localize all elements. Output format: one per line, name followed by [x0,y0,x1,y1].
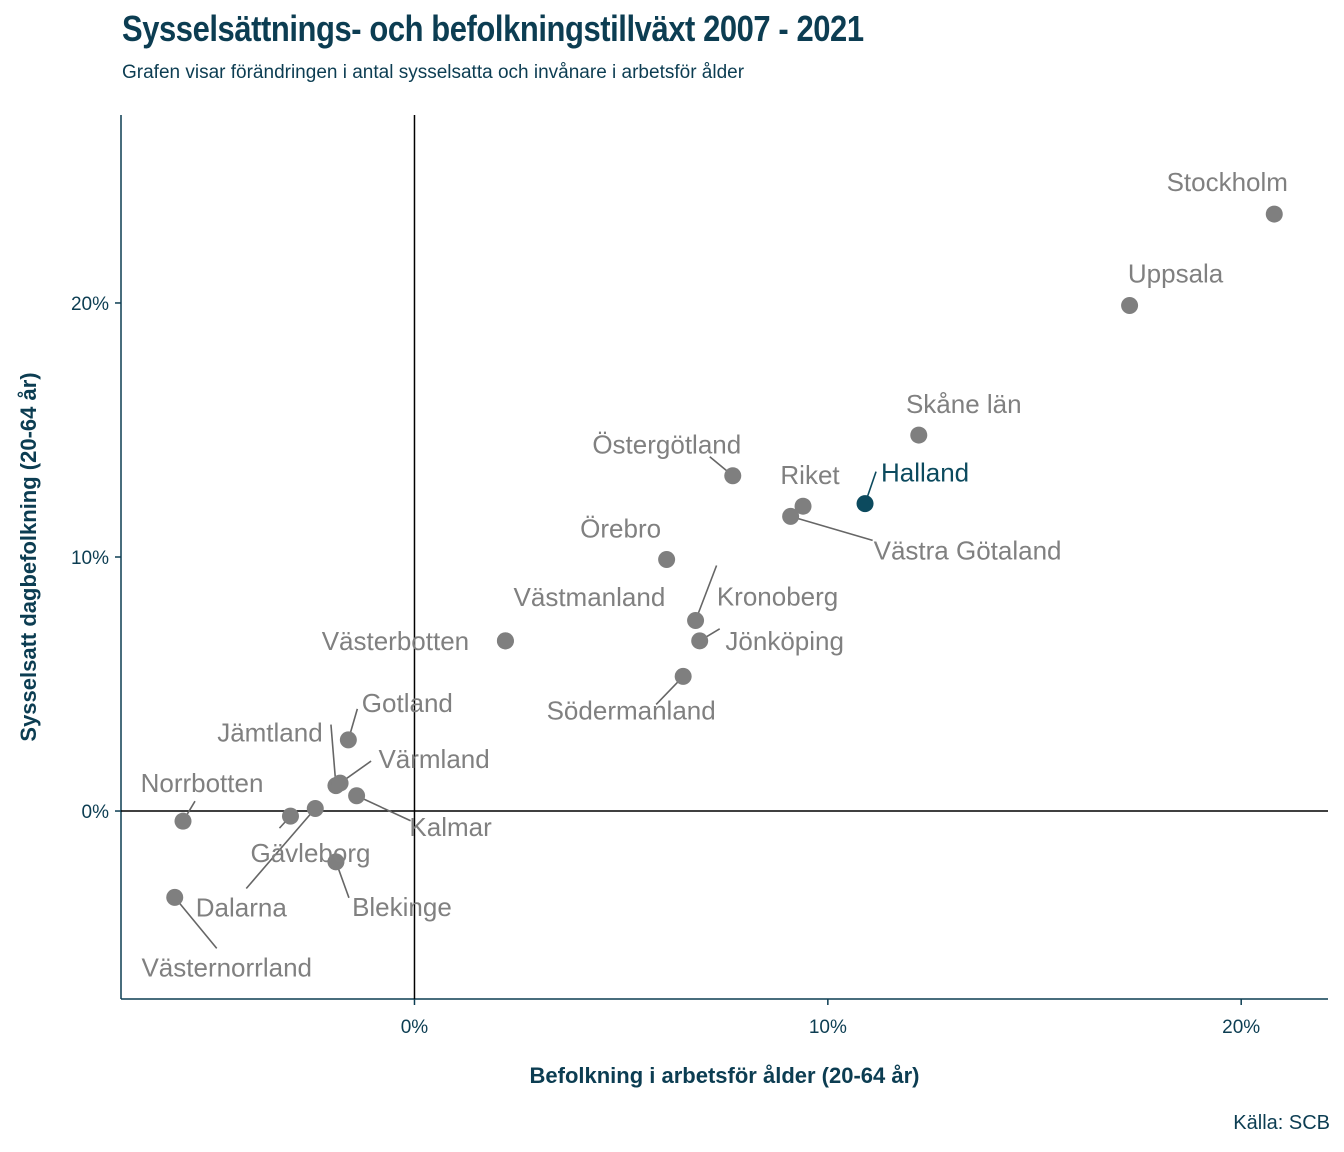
point-dalarna [306,799,324,817]
label-halland: Halland [881,458,969,488]
label-gotland: Gotland [362,688,453,718]
leader-line-dalarna [245,807,316,890]
chart-title: Sysselsättnings- och befolkningstillväxt… [122,8,864,49]
label-ostergotland: Östergötland [592,430,741,460]
x-axis-title: Befolkning i arbetsför ålder (20-64 år) [530,1063,920,1088]
label-sodermanland: Södermanland [547,695,716,725]
leader-lines [174,456,877,949]
point-blekinge [327,853,345,871]
point-vasterbotten [496,632,514,650]
leader-line-vastra-gotaland [790,515,873,542]
leader-line-vasternorrland [174,896,218,949]
point-orebro [658,551,676,569]
label-vastra-gotaland: Västra Götaland [874,535,1062,565]
point-riket [794,497,812,515]
axes: 0% 10% 20% 0% 10% 20% Befolkning i arbetsför å… [16,115,1328,1088]
label-uppsala: Uppsala [1128,259,1224,289]
x-tick-label: 0% [401,1017,429,1038]
point-uppsala [1121,297,1139,315]
label-kronoberg: Kronoberg [717,582,838,612]
label-jonkoping: Jönköping [725,626,844,656]
point-gavleborg [281,807,299,825]
point-vasternorrland [166,888,184,906]
point-gotland [339,731,357,749]
label-skane-lan: Skåne län [906,389,1022,419]
label-kalmar: Kalmar [409,812,492,842]
point-vastra-gotaland [782,507,800,525]
label-vasternorrland: Västernorrland [141,952,312,982]
leader-line-jamtland [330,724,337,786]
chart-subtitle: Grafen visar förändringen i antal syssel… [122,62,745,83]
point-kalmar [348,787,366,805]
point-ostergotland [724,467,742,485]
y-axis-title: Sysselsatt dagbefolkning (20-64 år) [16,372,41,741]
source-caption: Källa: SCB [1233,1112,1330,1134]
point-halland [856,495,874,513]
y-tick-label: 20% [71,294,109,315]
label-vasterbotten: Västerbotten [322,626,469,656]
label-riket: Riket [780,460,840,490]
y-tick-label: 0% [82,802,110,823]
point-jonkoping [691,632,709,650]
y-tick-label: 10% [71,548,109,569]
x-tick-label: 20% [1222,1017,1260,1038]
leader-line-kalmar [356,795,411,822]
label-dalarna: Dalarna [196,892,288,922]
point-skane-lan [910,426,928,444]
x-tick-label: 10% [809,1017,847,1038]
label-gavleborg: Gävleborg [250,838,370,868]
label-norrbotten: Norrbotten [141,768,264,798]
leader-line-kronoberg [694,565,718,621]
label-stockholm: Stockholm [1167,167,1288,197]
label-jamtland: Jämtland [217,718,323,748]
point-sodermanland [674,667,692,685]
label-vastmanland: Västmanland [514,582,666,612]
label-blekinge: Blekinge [352,892,452,922]
point-kronoberg [687,612,705,630]
data-points [166,205,1283,906]
point-stockholm [1265,205,1283,223]
point-varmland [331,774,349,792]
label-varmland: Värmland [378,744,489,774]
label-orebro: Örebro [580,514,661,544]
point-norrbotten [174,812,192,830]
point-labels: Stockholm Uppsala Skåne län Östergötland Rik… [141,167,1288,982]
